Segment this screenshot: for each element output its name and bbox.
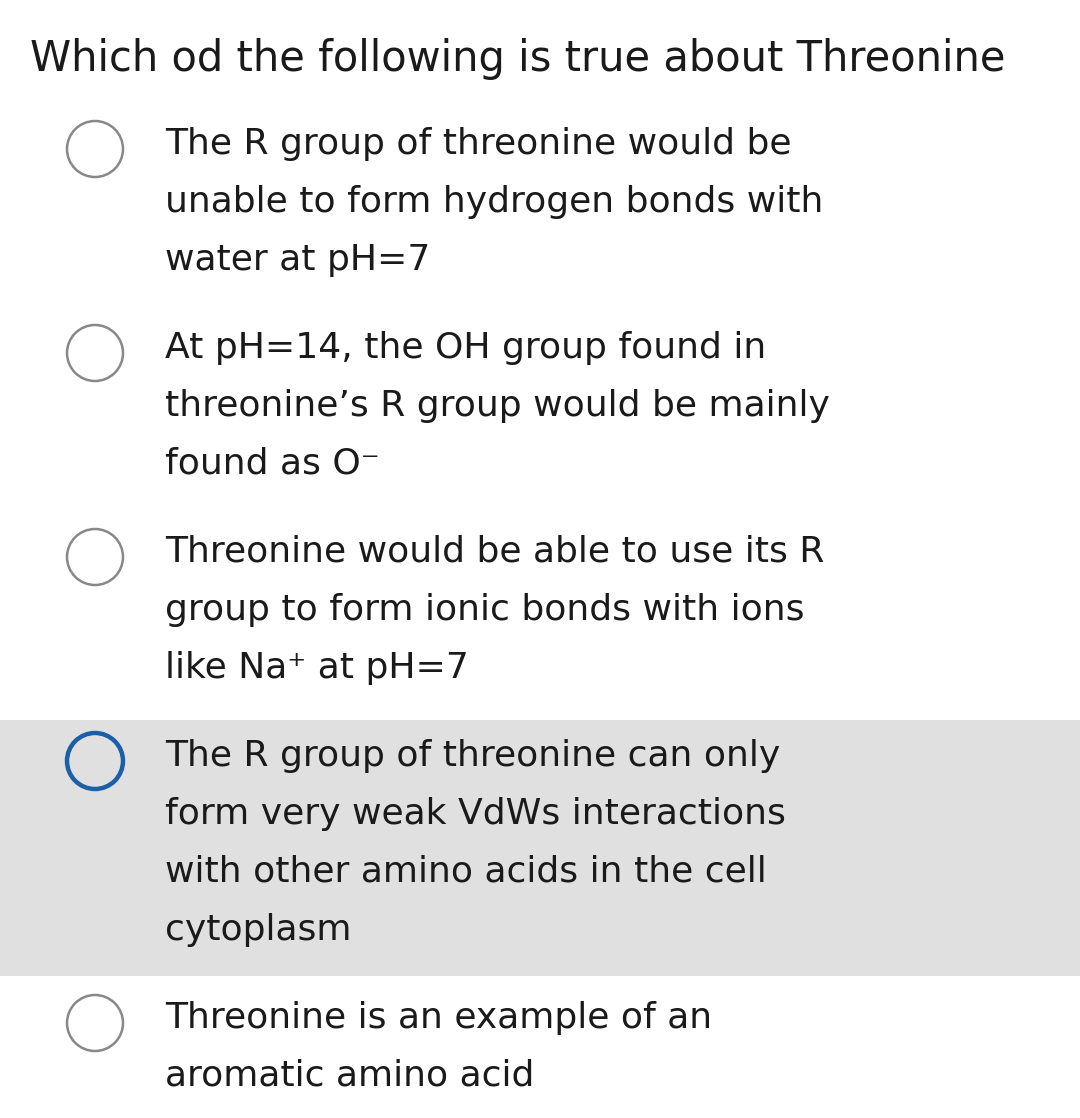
Bar — [0, 720, 1080, 976]
Text: found as O⁻: found as O⁻ — [165, 447, 380, 481]
Text: The R group of threonine would be: The R group of threonine would be — [165, 127, 792, 161]
Text: unable to form hydrogen bonds with: unable to form hydrogen bonds with — [165, 184, 823, 219]
Text: aromatic amino acid: aromatic amino acid — [165, 1059, 535, 1093]
Text: Which od the following is true about Threonine: Which od the following is true about Thr… — [30, 38, 1005, 80]
Text: with other amino acids in the cell: with other amino acids in the cell — [165, 855, 767, 889]
Text: cytoplasm: cytoplasm — [165, 913, 351, 947]
Text: threonine’s R group would be mainly: threonine’s R group would be mainly — [165, 389, 829, 423]
Text: form very weak VdWs interactions: form very weak VdWs interactions — [165, 797, 786, 831]
Text: Threonine would be able to use its R: Threonine would be able to use its R — [165, 534, 824, 569]
Text: At pH=14, the OH group found in: At pH=14, the OH group found in — [165, 331, 766, 364]
Text: Threonine is an example of an: Threonine is an example of an — [165, 1001, 712, 1035]
Text: group to form ionic bonds with ions: group to form ionic bonds with ions — [165, 593, 805, 627]
Text: The R group of threonine can only: The R group of threonine can only — [165, 739, 780, 773]
Text: like Na⁺ at pH=7: like Na⁺ at pH=7 — [165, 651, 469, 685]
Text: water at pH=7: water at pH=7 — [165, 243, 430, 277]
